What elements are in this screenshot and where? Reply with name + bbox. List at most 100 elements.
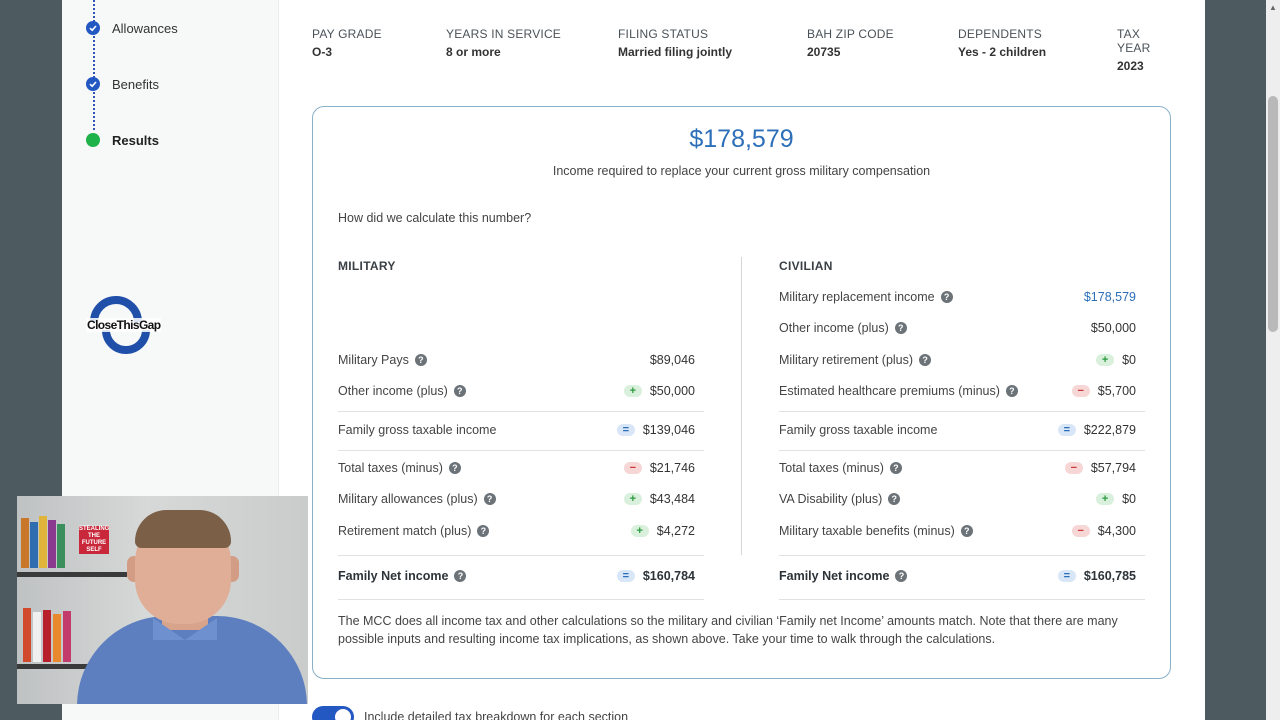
summary-dependents: DEPENDENTS Yes - 2 children [958, 27, 1046, 59]
question-circle-icon[interactable]: ? [889, 462, 902, 474]
row-label: Military Pays [338, 353, 409, 367]
summary-value: 20735 [807, 45, 841, 59]
row-value: $5,700 [1097, 384, 1136, 398]
summary-label: BAH ZIP CODE [807, 27, 894, 41]
military-row-total-taxes: Total taxes (minus)? − $21,746 [338, 458, 695, 478]
question-circle-icon[interactable]: ? [448, 462, 461, 474]
book [30, 522, 38, 568]
minus-badge-icon: − [1071, 525, 1090, 537]
row-label: Military taxable benefits (minus) [779, 524, 955, 538]
book [21, 518, 29, 568]
summary-label: DEPENDENTS [958, 27, 1043, 41]
check-icon [86, 21, 100, 35]
row-label: Family Net income [338, 569, 449, 583]
row-label: Family gross taxable income [338, 423, 497, 437]
military-heading: MILITARY [338, 259, 396, 273]
question-circle-icon[interactable]: ? [888, 493, 901, 505]
military-row-gross-taxable: Family gross taxable income = $139,046 [338, 420, 695, 440]
summary-years-in-service: YEARS IN SERVICE 8 or more [446, 27, 561, 59]
row-value: $21,746 [649, 461, 695, 475]
row-divider [338, 555, 704, 556]
summary-value: 8 or more [446, 45, 501, 59]
summary-label: PAY GRADE [312, 27, 382, 41]
row-value: $50,000 [649, 384, 695, 398]
row-value: $89,046 [649, 353, 695, 367]
question-circle-icon[interactable]: ? [477, 525, 490, 537]
civilian-row-military-retirement: Military retirement (plus)? + $0 [779, 350, 1136, 370]
scroll-up-arrow-icon[interactable]: ▲ [1269, 3, 1277, 12]
question-circle-icon[interactable]: ? [454, 570, 467, 582]
civilian-row-va-disability: VA Disability (plus)? + $0 [779, 489, 1136, 509]
step-allowances[interactable]: Allowances [86, 18, 178, 38]
book [53, 614, 61, 662]
book-cover-title: STEALING THE FUTURE SELF [79, 526, 110, 554]
row-label: Estimated healthcare premiums (minus) [779, 384, 1000, 398]
plus-badge-icon: + [630, 525, 649, 537]
military-row-military-pays: Military Pays? $89,046 [338, 350, 695, 370]
question-circle-icon[interactable]: ? [894, 322, 907, 334]
row-divider [338, 411, 704, 412]
question-circle-icon[interactable]: ? [414, 354, 427, 366]
row-value: $160,785 [1083, 569, 1136, 583]
profile-summary: PAY GRADE O-3 YEARS IN SERVICE 8 or more… [312, 27, 1175, 73]
military-row-allowances: Military allowances (plus)? + $43,484 [338, 489, 695, 509]
civilian-row-gross-taxable: Family gross taxable income = $222,879 [779, 420, 1136, 440]
summary-label: YEARS IN SERVICE [446, 27, 562, 41]
close-this-gap-logo: CloseThisGap [86, 296, 166, 356]
tax-breakdown-toggle[interactable] [312, 706, 354, 720]
row-label: Retirement match (plus) [338, 524, 472, 538]
replacement-income-amount: $178,579 [689, 125, 794, 153]
tax-breakdown-toggle-row: Include detailed tax breakdown for each … [312, 706, 628, 720]
equals-badge-icon: = [1057, 424, 1076, 436]
equals-badge-icon: = [616, 570, 635, 582]
minus-badge-icon: − [623, 462, 642, 474]
question-circle-icon[interactable]: ? [483, 493, 496, 505]
summary-filing-status: FILING STATUS Married filing jointly [618, 27, 732, 59]
row-value: $4,300 [1097, 524, 1136, 538]
calculation-note: The MCC does all income tax and other ca… [338, 614, 1118, 646]
question-circle-icon[interactable]: ? [895, 570, 908, 582]
book [63, 611, 71, 662]
summary-tax-year: TAX YEAR 2023 [1117, 27, 1175, 73]
question-circle-icon[interactable]: ? [940, 291, 953, 303]
row-label: Other income (plus) [779, 321, 889, 335]
how-calculated-link[interactable]: How did we calculate this number? [338, 211, 532, 225]
military-row-other-income: Other income (plus)? + $50,000 [338, 381, 695, 401]
minus-badge-icon: − [1064, 462, 1083, 474]
question-circle-icon[interactable]: ? [1005, 385, 1018, 397]
book [33, 612, 41, 662]
military-row-family-net-income: Family Net income? = $160,784 [338, 566, 695, 586]
page-scrollbar[interactable]: ▲ [1266, 0, 1280, 720]
row-label: Military replacement income [779, 290, 935, 304]
row-value: $57,794 [1090, 461, 1136, 475]
question-circle-icon[interactable]: ? [960, 525, 973, 537]
step-results[interactable]: Results [86, 130, 159, 150]
row-label: Total taxes (minus) [779, 461, 884, 475]
step-label: Results [112, 132, 159, 148]
book [48, 520, 56, 568]
row-label: Family gross taxable income [779, 423, 938, 437]
question-circle-icon[interactable]: ? [453, 385, 466, 397]
current-step-dot-icon [86, 133, 100, 147]
civilian-row-healthcare-premiums: Estimated healthcare premiums (minus)? −… [779, 381, 1136, 401]
row-label: Total taxes (minus) [338, 461, 443, 475]
plus-badge-icon: + [623, 385, 642, 397]
bookshelf [17, 572, 127, 577]
person-hair [135, 510, 231, 548]
minus-badge-icon: − [1071, 385, 1090, 397]
scrollbar-thumb[interactable] [1268, 96, 1278, 332]
row-value: $139,046 [642, 423, 695, 437]
plus-badge-icon: + [623, 493, 642, 505]
row-label: Military allowances (plus) [338, 492, 478, 506]
row-value: $43,484 [649, 492, 695, 506]
military-row-retirement-match: Retirement match (plus)? + $4,272 [338, 521, 695, 541]
plus-badge-icon: + [1096, 493, 1115, 505]
summary-value: Married filing jointly [618, 45, 733, 59]
row-divider [338, 599, 704, 600]
webcam-overlay: STEALING THE FUTURE SELF [17, 496, 308, 704]
summary-label: FILING STATUS [618, 27, 709, 41]
question-circle-icon[interactable]: ? [919, 354, 932, 366]
book [57, 524, 65, 568]
step-benefits[interactable]: Benefits [86, 74, 159, 94]
step-label: Benefits [112, 76, 159, 92]
